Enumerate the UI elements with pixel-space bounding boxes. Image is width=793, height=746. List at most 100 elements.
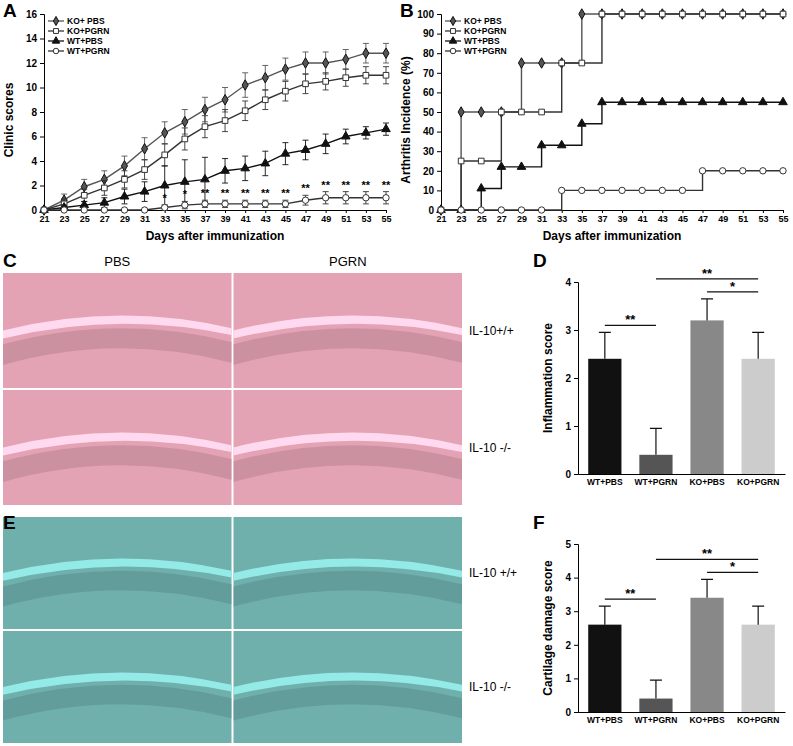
marker (458, 207, 464, 213)
marker (437, 205, 446, 212)
tick-label: 2 (31, 180, 37, 191)
axis: WT+PBSWT+PGRNKO+PBSKO+PGRN (579, 475, 786, 488)
tick-label: 31 (537, 214, 547, 224)
micrograph-background (234, 273, 463, 388)
error-bar (383, 192, 389, 204)
joint-space (234, 558, 463, 580)
marker (538, 207, 544, 213)
tick: 55 (778, 210, 788, 224)
panel-label: F (533, 512, 545, 533)
marker (559, 60, 565, 66)
marker (162, 128, 168, 139)
error-bar (202, 116, 208, 138)
tick-label: 39 (618, 214, 628, 224)
error-bar (262, 200, 268, 207)
bar (588, 359, 621, 474)
tick-label: KO+PGRN (737, 477, 779, 487)
marker (262, 201, 268, 207)
marker (283, 88, 289, 94)
error-bar (599, 606, 611, 624)
tick-label: 14 (26, 33, 38, 44)
marker (779, 97, 788, 104)
marker (383, 195, 389, 201)
marker (477, 183, 486, 190)
marker (720, 11, 726, 17)
annotation: ** (382, 179, 391, 191)
micrograph-background (3, 273, 232, 388)
marker (302, 197, 308, 203)
marker (679, 9, 685, 20)
marker (519, 109, 525, 115)
tick-mark (574, 426, 578, 427)
annotation: * (183, 188, 188, 200)
marker (557, 140, 566, 147)
tick-mark (574, 330, 578, 331)
row-label: IL-10 +/+ (469, 566, 517, 580)
axis-line (574, 283, 579, 475)
error-bar (752, 332, 764, 358)
marker (121, 161, 127, 172)
series-line (44, 53, 386, 210)
tick: 43 (658, 210, 668, 224)
marker (142, 167, 148, 173)
column-label: PBS (104, 254, 130, 269)
marker (438, 207, 444, 213)
legend-entry: WT+PBS (445, 36, 500, 46)
axis-line (574, 545, 579, 713)
error-bar (282, 81, 288, 101)
tick-mark (366, 210, 367, 213)
figure: 2123252729313335373941434547495153550246… (0, 0, 793, 746)
marker (261, 158, 270, 165)
tick-mark (40, 112, 44, 113)
micrograph (234, 631, 463, 743)
tick-mark (574, 544, 578, 545)
annotation: ** (625, 312, 636, 327)
tick-label: 4 (31, 156, 37, 167)
marker (221, 166, 230, 173)
marker (343, 75, 349, 81)
tick: 12 (26, 58, 44, 69)
tissue-band (3, 685, 232, 721)
x-axis-title: Days after immunization (543, 229, 682, 243)
marker (322, 195, 328, 201)
marker (638, 97, 647, 104)
axis: 012345 (565, 539, 578, 718)
tick-mark (40, 14, 44, 15)
tick-mark (40, 137, 44, 138)
tick-mark (326, 210, 327, 213)
tick-label: 41 (638, 214, 648, 224)
marker (363, 72, 369, 78)
error-bar (222, 200, 228, 207)
tick-mark (225, 210, 226, 213)
tick: 3 (565, 325, 578, 336)
error-bar (650, 680, 662, 698)
tick: 1 (565, 673, 578, 684)
tick-label: 70 (423, 68, 435, 79)
series-line (441, 14, 783, 210)
marker (222, 94, 228, 105)
tick: 40 (423, 126, 441, 137)
legend-label: WT+PBS (464, 36, 500, 46)
tick-label: 35 (180, 214, 190, 224)
marker (619, 187, 625, 193)
marker (182, 117, 188, 128)
tick-label: 23 (60, 214, 70, 224)
marker (539, 109, 545, 115)
legend-marker (451, 29, 456, 34)
tick-label: 33 (557, 214, 567, 224)
error-bar (323, 52, 329, 74)
tick: 0 (565, 707, 578, 718)
marker (122, 177, 128, 183)
tick: 49 (321, 210, 331, 224)
tick-label: 25 (80, 214, 90, 224)
tick-mark (205, 210, 206, 213)
marker (559, 187, 565, 193)
marker (160, 181, 169, 188)
marker (302, 58, 308, 69)
tick-label: 55 (778, 214, 788, 224)
plot-area (588, 299, 775, 474)
marker (599, 11, 605, 17)
tick: 4 (565, 277, 578, 288)
marker (242, 201, 248, 207)
tick: WT+PBS (587, 715, 623, 725)
